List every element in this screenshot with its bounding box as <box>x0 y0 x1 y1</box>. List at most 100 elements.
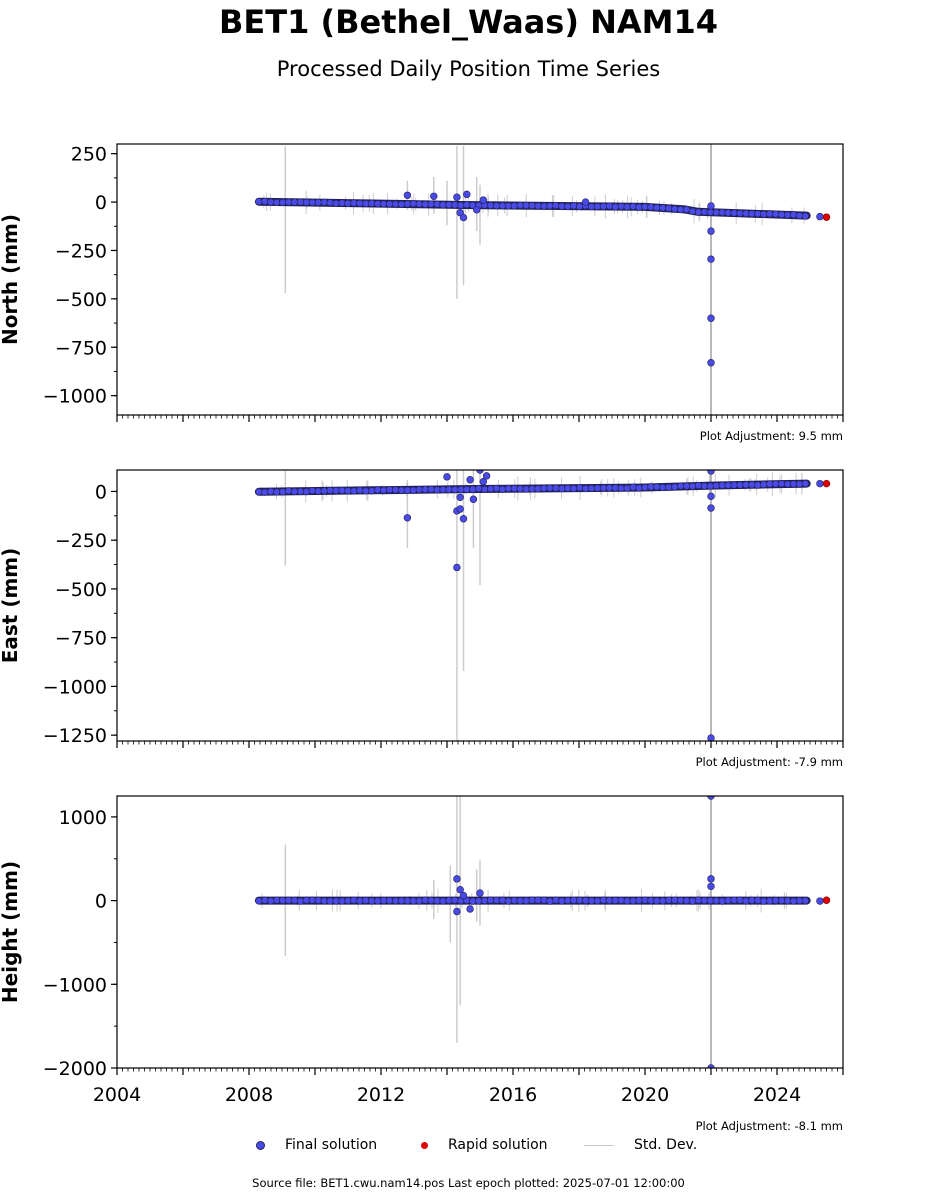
final-point <box>456 493 464 501</box>
rapid-point <box>822 479 831 488</box>
final-point <box>707 796 715 800</box>
final-point <box>433 486 441 494</box>
final-point <box>528 485 536 493</box>
final-point <box>718 208 726 217</box>
final-point <box>362 896 370 904</box>
y-tick-label: 0 <box>95 481 107 503</box>
final-point <box>766 897 774 905</box>
final-point <box>724 481 732 489</box>
final-point <box>677 205 685 214</box>
final-point <box>385 486 394 494</box>
final-point <box>712 208 720 217</box>
final-point <box>338 897 346 905</box>
final-point <box>795 480 804 488</box>
final-point <box>766 210 774 218</box>
final-point <box>320 897 328 905</box>
final-point <box>593 484 602 492</box>
final-point <box>326 199 334 207</box>
y-axis-label: Height (mm) <box>0 861 22 1003</box>
final-point <box>403 897 412 905</box>
final-point <box>475 485 483 493</box>
final-point <box>682 896 691 905</box>
final-point <box>456 505 464 513</box>
final-point <box>772 896 780 905</box>
final-point <box>522 485 530 493</box>
final-point <box>290 198 299 206</box>
final-point <box>605 896 613 905</box>
final-point <box>558 897 566 905</box>
final-point <box>290 487 299 496</box>
final-point <box>671 483 679 491</box>
final-point <box>415 200 423 208</box>
final-point <box>611 896 619 904</box>
y-axis-label: North (mm) <box>0 214 22 345</box>
final-point <box>816 212 824 221</box>
final-point <box>564 896 572 905</box>
final-point <box>498 485 507 493</box>
final-point <box>453 907 461 916</box>
final-point <box>338 199 346 207</box>
x-tick-label: 2024 <box>753 1084 801 1106</box>
final-point <box>801 897 809 905</box>
final-point <box>385 200 394 208</box>
y-axis-label: East (mm) <box>0 548 22 664</box>
final-point <box>314 487 322 495</box>
final-point <box>641 896 649 904</box>
final-point <box>504 202 512 210</box>
final-point <box>677 896 685 904</box>
final-point <box>492 202 501 210</box>
final-point <box>427 200 435 208</box>
final-point <box>456 886 464 894</box>
final-point <box>332 897 340 905</box>
final-point <box>391 897 400 905</box>
final-point <box>302 488 311 496</box>
final-point <box>380 200 388 208</box>
final-point <box>374 897 382 905</box>
final-point <box>314 896 322 904</box>
final-point <box>469 495 478 503</box>
final-point <box>570 896 578 904</box>
final-point <box>778 211 786 219</box>
final-point <box>641 483 649 492</box>
final-point <box>409 200 417 208</box>
final-point <box>350 199 358 207</box>
final-point <box>344 199 352 208</box>
final-point <box>326 486 334 494</box>
y-tick-label: −750 <box>55 337 107 359</box>
final-point <box>576 896 584 904</box>
final-point <box>504 484 512 493</box>
final-point <box>694 896 703 904</box>
final-point <box>476 889 484 897</box>
final-point <box>587 484 596 492</box>
final-point <box>712 482 720 490</box>
final-point <box>421 896 429 904</box>
final-point <box>421 200 429 208</box>
final-point <box>665 204 673 212</box>
final-point <box>374 486 382 494</box>
final-point <box>700 896 709 905</box>
final-point <box>581 198 590 206</box>
final-point <box>653 897 661 905</box>
final-point <box>587 897 596 905</box>
final-point <box>356 486 364 494</box>
final-point <box>344 487 352 495</box>
final-point <box>326 897 334 905</box>
final-point <box>409 897 417 905</box>
final-point <box>783 480 792 488</box>
final-point <box>593 897 602 905</box>
final-point <box>653 204 661 212</box>
y-tick-label: −500 <box>55 289 107 311</box>
final-point <box>760 897 768 905</box>
final-point <box>623 897 631 905</box>
final-point <box>707 492 715 501</box>
source-footer: Source file: BET1.cwu.nam14.pos Last epo… <box>252 1176 685 1190</box>
final-point <box>273 896 281 904</box>
y-tick-label: −1000 <box>43 974 107 996</box>
final-point <box>516 897 524 905</box>
final-point <box>795 212 804 220</box>
y-tick-label: −1000 <box>43 676 107 698</box>
final-point <box>466 476 474 484</box>
x-tick-label: 2004 <box>93 1084 141 1106</box>
final-point <box>772 480 780 488</box>
final-point <box>760 480 768 489</box>
